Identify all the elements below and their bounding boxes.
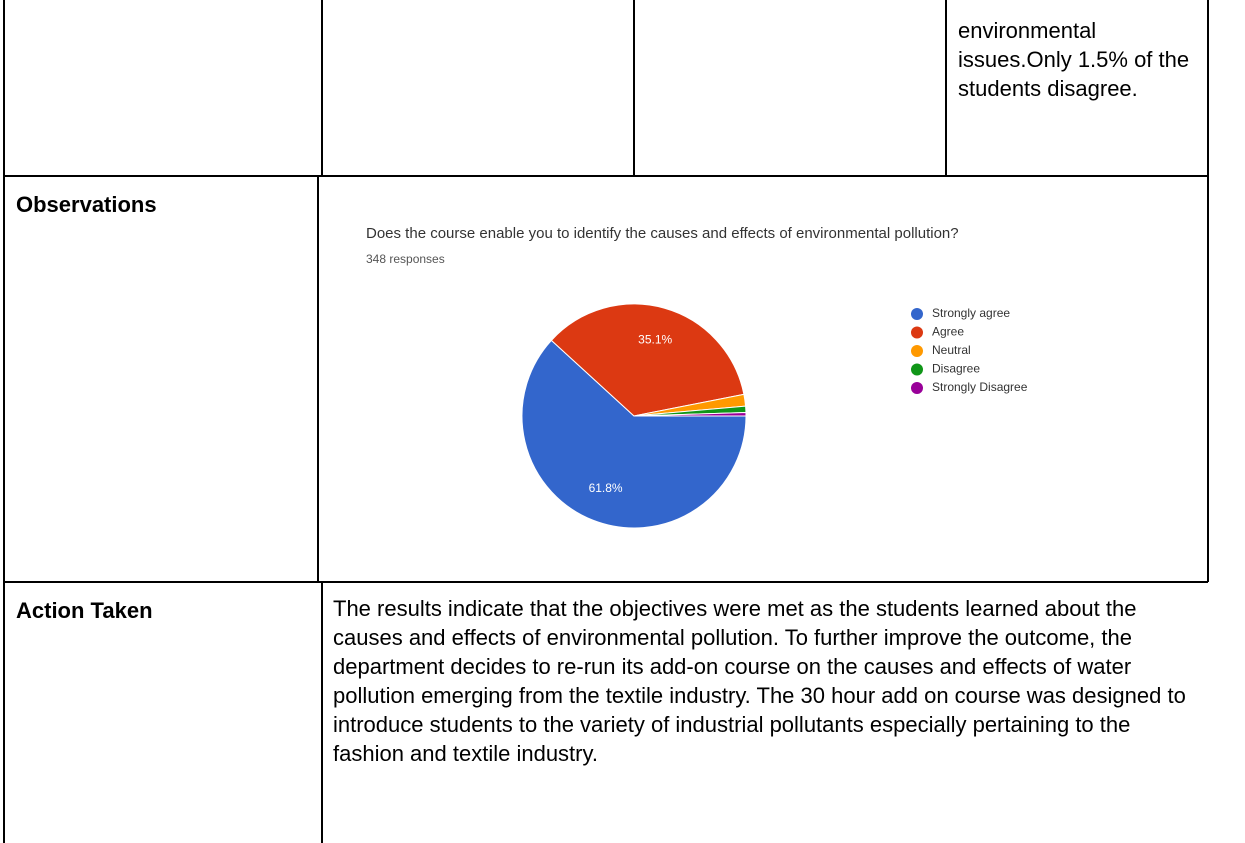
slice-label: 61.8% xyxy=(589,481,623,495)
legend-swatch xyxy=(911,363,923,376)
legend-swatch xyxy=(911,382,923,394)
slice-label: 35.1% xyxy=(638,333,672,347)
row-header: Observations xyxy=(16,192,157,217)
chart-subtitle: 348 responses xyxy=(366,252,445,266)
legend-label: Strongly Disagree xyxy=(932,380,1028,394)
row-header: Action Taken xyxy=(16,598,153,623)
cell-text: environmental issues.Only 1.5% of the st… xyxy=(958,18,1190,101)
cell-text: The results indicate that the objectives… xyxy=(333,596,1186,766)
legend-label: Agree xyxy=(932,325,964,339)
table-borders xyxy=(3,0,1209,843)
legend-swatch xyxy=(911,326,923,339)
pie-slice xyxy=(550,303,745,417)
legend-swatch xyxy=(911,345,923,357)
pie-slice xyxy=(521,339,747,529)
legend-label: Disagree xyxy=(932,362,980,376)
legend-swatch xyxy=(911,308,923,320)
legend-label: Neutral xyxy=(932,343,971,357)
chart-title: Does the course enable you to identify t… xyxy=(366,225,959,242)
pie-slice xyxy=(633,411,747,417)
legend-label: Strongly agree xyxy=(932,306,1010,320)
